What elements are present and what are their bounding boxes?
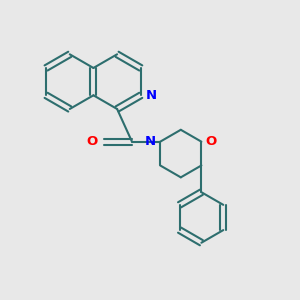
Text: O: O bbox=[206, 135, 217, 148]
Text: N: N bbox=[145, 135, 156, 148]
Text: O: O bbox=[86, 135, 98, 148]
Text: N: N bbox=[146, 89, 157, 102]
